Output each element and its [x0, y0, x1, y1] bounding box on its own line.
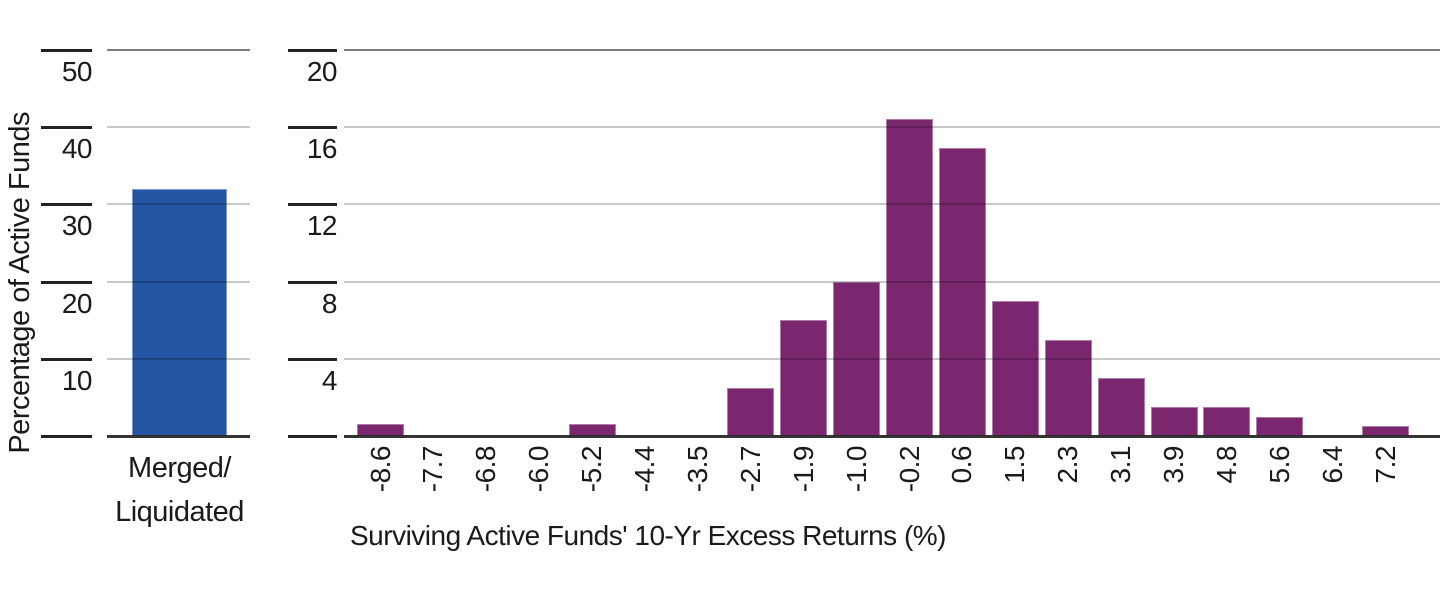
x-tick-label: -4.4 — [629, 446, 660, 493]
x-tick-label: -8.6 — [364, 446, 396, 493]
y-tick-label: 50 — [61, 56, 93, 87]
bar — [1150, 407, 1198, 436]
y-axis-tick — [41, 126, 92, 130]
bar — [938, 148, 986, 436]
x-axis-title: Surviving Active Funds' 10-Yr Excess Ret… — [350, 520, 947, 551]
y-axis-tick — [41, 280, 92, 284]
y-axis-tick — [288, 357, 337, 361]
x-tick-label: -3.5 — [681, 446, 713, 493]
y-tick-label: 4 — [321, 364, 338, 396]
x-tick-label: 3.1 — [1105, 446, 1137, 484]
y-tick-label: 8 — [321, 287, 338, 319]
y-tick-label: 20 — [61, 287, 93, 319]
bar — [1044, 339, 1092, 436]
bar — [1097, 378, 1145, 436]
gridline — [344, 280, 1440, 283]
y-axis-tick — [288, 126, 337, 130]
x-tick-label: 1.5 — [999, 446, 1031, 484]
y-axis-tick — [288, 280, 337, 284]
gridline — [344, 435, 1440, 438]
x-tick-label: 7.2 — [1369, 446, 1401, 484]
bar — [727, 387, 775, 436]
x-tick-label: 3.9 — [1158, 446, 1189, 484]
bar — [991, 300, 1039, 436]
gridline — [107, 280, 250, 283]
x-tick-label: 0.6 — [946, 446, 978, 484]
y-axis-tick — [288, 203, 337, 207]
x-tick-label: -6.0 — [523, 446, 555, 493]
y-axis-tick — [288, 435, 337, 438]
bar — [1256, 416, 1304, 436]
y-tick-label: 20 — [306, 56, 338, 87]
x-tick-label: -1.0 — [840, 446, 872, 493]
x-tick-label: -2.7 — [734, 446, 766, 493]
y-tick-label: 10 — [61, 364, 93, 396]
gridline — [107, 203, 250, 206]
y-tick-label: 40 — [61, 133, 93, 165]
bar — [1203, 407, 1251, 436]
x-tick-label: 6.4 — [1316, 446, 1348, 484]
y-tick-label: 12 — [306, 210, 338, 242]
x-tick-label: 4.8 — [1210, 446, 1242, 484]
gridline — [107, 49, 250, 51]
x-tick-label: 2.3 — [1052, 446, 1084, 484]
y-tick-label: 30 — [61, 210, 93, 242]
x-tick-label: -6.8 — [470, 446, 502, 493]
gridline — [344, 203, 1440, 206]
bar — [132, 188, 227, 436]
x-tick-label: -0.2 — [893, 446, 925, 493]
x-tick-label: -7.7 — [417, 446, 449, 493]
y-axis-tick — [41, 49, 92, 52]
x-category-label: Merged/ Liquidated — [115, 452, 244, 528]
x-tick-label: -5.2 — [576, 446, 608, 493]
bar — [833, 281, 881, 436]
bar — [780, 320, 828, 436]
y-axis-tick — [41, 203, 92, 207]
y-axis-tick — [41, 357, 92, 361]
y-axis-tick — [41, 435, 92, 438]
gridline — [344, 357, 1440, 360]
gridline — [107, 357, 250, 360]
y-tick-label: 16 — [306, 133, 338, 165]
gridline — [344, 49, 1440, 51]
x-tick-label: -1.9 — [787, 446, 819, 493]
gridline — [107, 126, 250, 129]
x-tick-label: 5.6 — [1263, 446, 1295, 484]
bar — [886, 119, 933, 436]
gridline — [344, 126, 1440, 129]
y-axis-tick — [288, 49, 337, 52]
gridline — [107, 435, 250, 438]
